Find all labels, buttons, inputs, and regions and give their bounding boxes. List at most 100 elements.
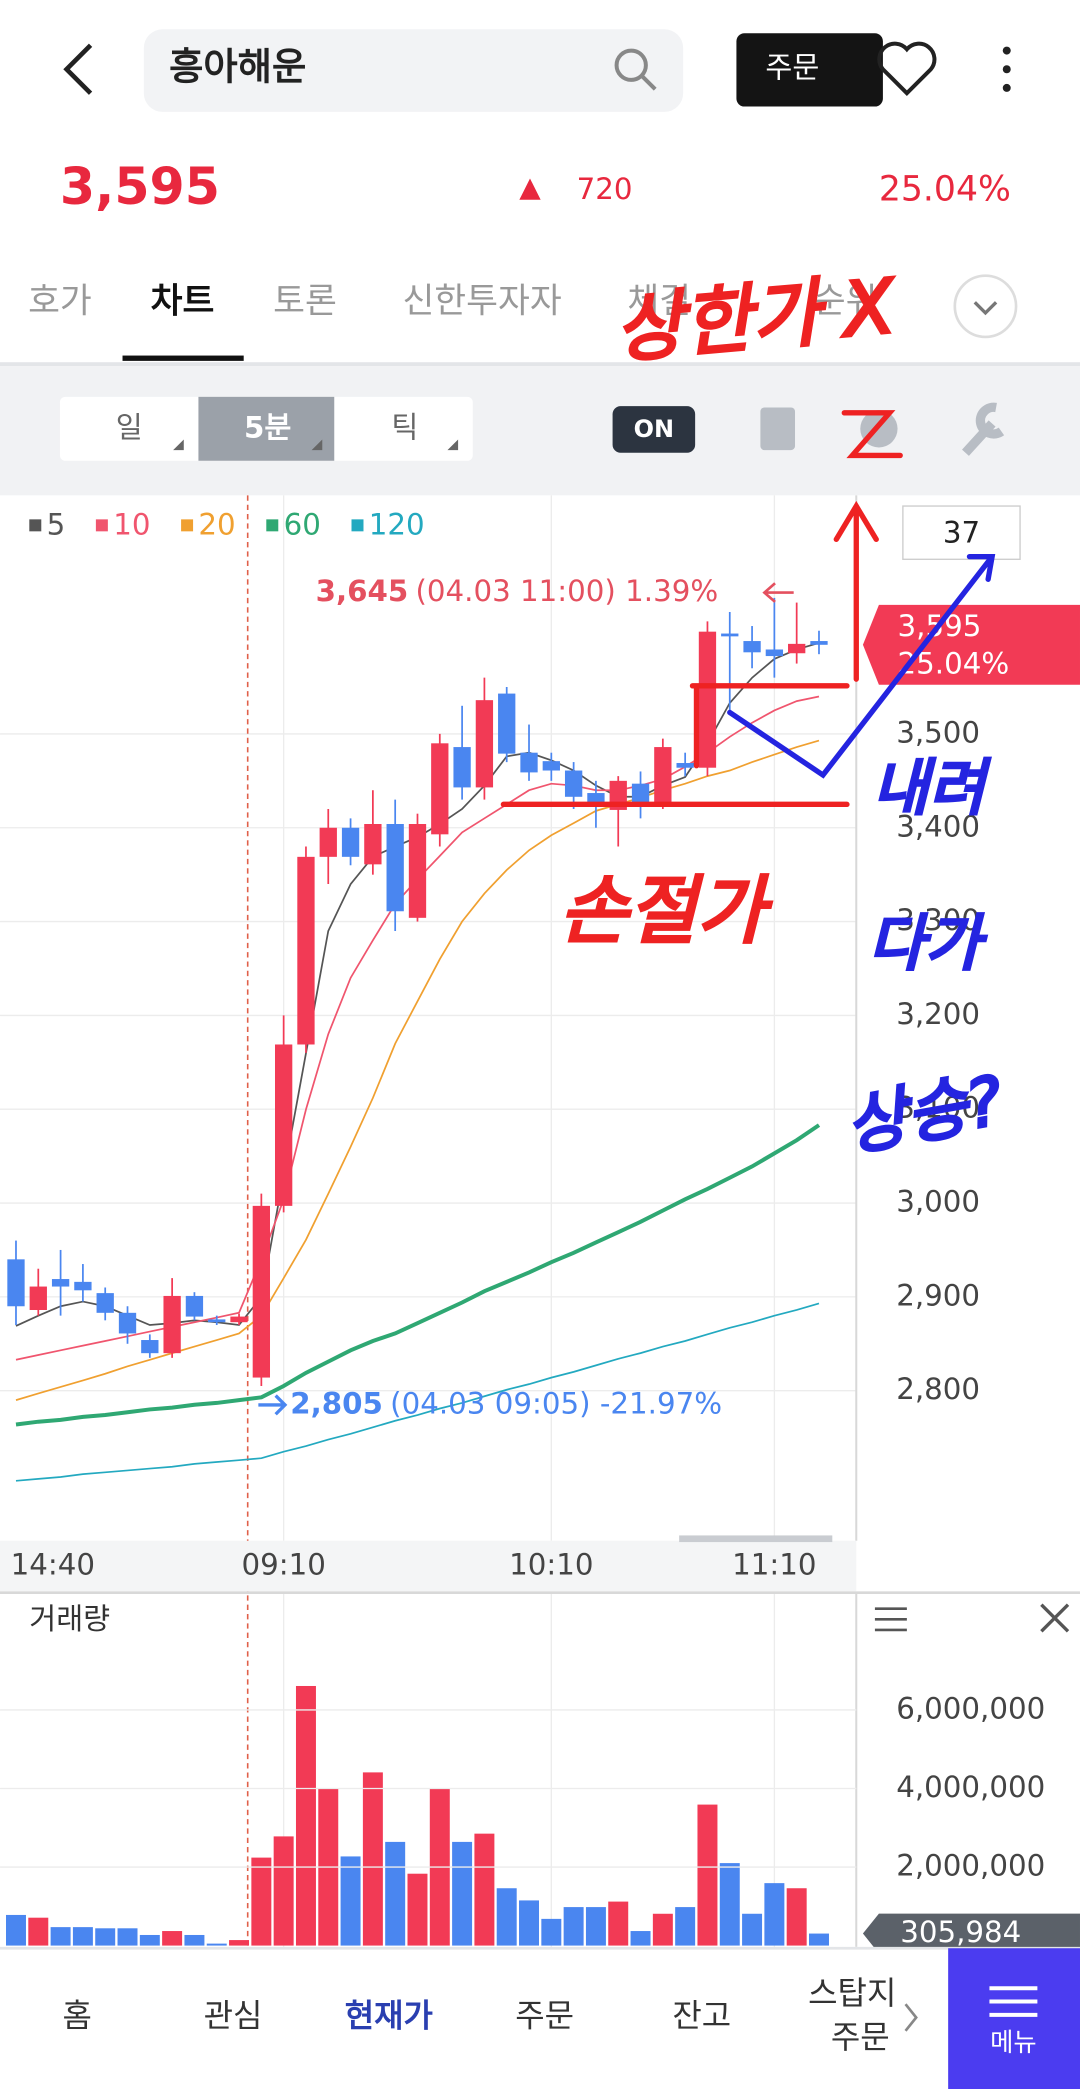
volume-bar xyxy=(95,1928,116,1946)
low-marker-info: (04.03 09:05) -21.97% xyxy=(390,1386,722,1420)
volume-bar xyxy=(585,1907,606,1946)
period-dropdown-marks xyxy=(173,439,459,451)
tabs-more[interactable] xyxy=(953,274,1018,339)
legend-label: 60 xyxy=(284,508,321,542)
menu-button[interactable] xyxy=(948,1948,1080,2089)
last-price-rate: 25.04% xyxy=(898,646,1010,680)
volume-bar xyxy=(697,1804,718,1946)
handwriting-marks xyxy=(500,410,996,807)
tab[interactable]: 토론 xyxy=(273,281,337,321)
volume-close-icon[interactable] xyxy=(1040,1603,1070,1633)
x-tick-label: 09:10 xyxy=(241,1548,325,1582)
candle-body xyxy=(297,856,315,1045)
volume-bar xyxy=(385,1841,406,1946)
y-tick-label: 3,100 xyxy=(896,1091,980,1125)
candle-body xyxy=(765,649,784,657)
candle-body xyxy=(7,1259,25,1307)
candle-body xyxy=(431,743,449,835)
nav-item-active[interactable]: 현재가 xyxy=(345,1996,433,2034)
last-price-tag xyxy=(862,604,1080,685)
volume-bar xyxy=(229,1940,250,1946)
volume-bar xyxy=(630,1931,651,1946)
y-tick-label: 3,300 xyxy=(896,903,980,937)
search-icon[interactable] xyxy=(614,48,657,91)
back-button[interactable] xyxy=(63,43,93,95)
volume-title: 거래량 xyxy=(29,1602,110,1636)
toggle-button[interactable] xyxy=(612,406,696,453)
volume-bar xyxy=(786,1888,807,1946)
ma-line xyxy=(15,1302,820,1482)
volume-bar xyxy=(273,1836,294,1946)
favorite-button[interactable] xyxy=(877,41,937,97)
nav-item[interactable]: 주문 xyxy=(515,1996,574,2034)
volume-bar xyxy=(808,1933,829,1946)
nav-scroll-chevron[interactable] xyxy=(904,2003,918,2032)
ma-line xyxy=(15,1123,821,1427)
scroll-indicator[interactable] xyxy=(679,1535,833,1543)
volume-bar xyxy=(251,1857,272,1946)
legend: 5 10 20 60 120 xyxy=(29,508,425,542)
candle-body xyxy=(408,824,427,918)
volume-bar xyxy=(295,1685,316,1946)
high-marker-info: (04.03 11:00) 1.39% xyxy=(415,574,718,608)
menu-label: 메뉴 xyxy=(990,2028,1037,2057)
period-option-selected[interactable]: 5분 xyxy=(244,410,291,444)
last-volume-label: 305,984 xyxy=(900,1915,1021,1949)
tool-icon[interactable] xyxy=(962,402,1005,456)
volume-bar xyxy=(519,1900,540,1946)
volume-menu-icon[interactable] xyxy=(874,1607,907,1632)
candle-body xyxy=(542,761,560,771)
candle-body xyxy=(74,1281,92,1291)
candle-body xyxy=(810,641,828,645)
candle-body xyxy=(141,1340,159,1354)
ma-line xyxy=(15,739,820,1401)
volume-bar xyxy=(340,1856,361,1946)
period-option[interactable]: 틱 xyxy=(391,410,418,444)
tab[interactable]: 체결 xyxy=(627,281,691,321)
tab[interactable]: 호가 xyxy=(28,281,92,321)
search-box[interactable] xyxy=(143,29,684,112)
current-price: 3,595 xyxy=(60,157,220,216)
y-tick-label: 3,400 xyxy=(896,809,980,843)
period-option[interactable]: 일 xyxy=(116,410,143,444)
x-tick-label: 11:10 xyxy=(732,1548,816,1582)
nav-item[interactable]: 관심 xyxy=(204,1996,263,2034)
volume-bar xyxy=(474,1833,495,1946)
candle-body xyxy=(364,824,382,865)
more-button[interactable] xyxy=(1002,46,1011,92)
candle-body xyxy=(252,1205,271,1378)
handwritten-note: 내려 xyxy=(872,753,990,824)
tab[interactable]: 신한투자자 xyxy=(402,281,561,321)
x-axis-bg xyxy=(0,1540,857,1592)
volume-bar xyxy=(50,1927,71,1946)
nav-item[interactable]: 홈 xyxy=(63,1996,92,2034)
change-rate: 25.04% xyxy=(879,169,1011,209)
volume-bar xyxy=(452,1841,473,1946)
legend-label: 120 xyxy=(369,508,425,542)
tab[interactable]: 순위 xyxy=(814,281,878,321)
volume-bar xyxy=(764,1883,785,1946)
toggle-label: ON xyxy=(634,415,674,443)
nav-item[interactable]: 주문 xyxy=(831,2018,890,2056)
rotate-icon[interactable] xyxy=(760,407,796,451)
period-input[interactable] xyxy=(902,505,1021,560)
candle-body xyxy=(587,793,605,804)
legend-swatch xyxy=(351,519,364,532)
order-button[interactable] xyxy=(736,33,883,107)
period-input-value: 37 xyxy=(943,516,980,550)
volume-bar xyxy=(742,1913,763,1946)
nav-item[interactable]: 잔고 xyxy=(672,1996,731,2034)
candle-body xyxy=(118,1312,137,1334)
handwritten-note: 손절가 xyxy=(559,868,771,955)
nav-item[interactable]: 스탑지 xyxy=(808,1974,896,2012)
volume-bar xyxy=(719,1863,740,1946)
volume-bar xyxy=(675,1907,696,1946)
candle-body xyxy=(453,747,471,788)
bottom-nav-bg xyxy=(0,1948,1080,2089)
volume-bar xyxy=(407,1873,428,1946)
legend-swatch xyxy=(29,519,42,532)
volume-bar xyxy=(162,1931,183,1946)
tab-active[interactable]: 차트 xyxy=(151,281,215,321)
